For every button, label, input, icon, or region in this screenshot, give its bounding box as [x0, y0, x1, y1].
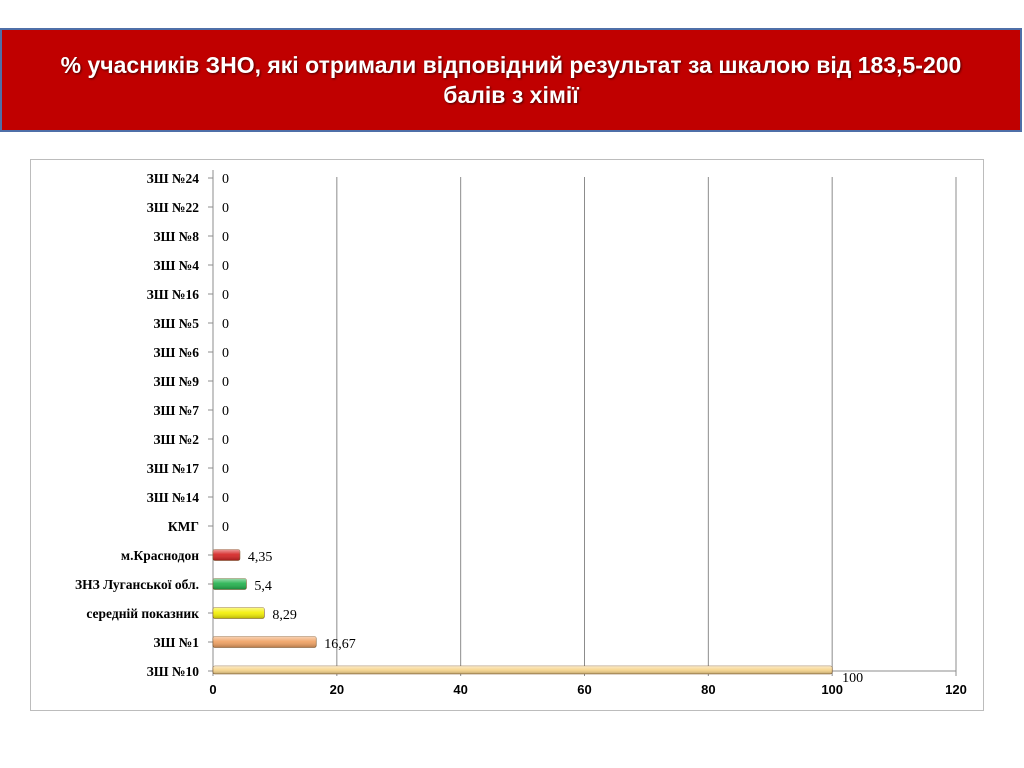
- x-tick-label: 120: [945, 682, 967, 697]
- category-label: середній показник: [86, 606, 199, 621]
- value-label: 100: [842, 671, 863, 686]
- value-label: 0: [222, 288, 229, 303]
- chart-frame: [30, 159, 984, 711]
- category-label: ЗШ №10: [147, 664, 200, 679]
- value-label: 0: [222, 520, 229, 535]
- value-label: 0: [222, 491, 229, 506]
- bar-highlight: [213, 636, 317, 648]
- value-label: 4,35: [248, 550, 273, 565]
- title-banner: % учасників ЗНО, які отримали відповідни…: [0, 28, 1022, 132]
- category-label: ЗШ №7: [153, 403, 199, 418]
- x-tick-label: 40: [453, 682, 467, 697]
- bar-highlight: [213, 549, 240, 561]
- category-label: ЗШ №5: [153, 316, 199, 331]
- x-tick-label: 0: [209, 682, 216, 697]
- category-label: ЗШ №16: [147, 287, 200, 302]
- value-label: 0: [222, 404, 229, 419]
- value-label: 0: [222, 462, 229, 477]
- x-tick-label: 20: [330, 682, 344, 697]
- value-label: 8,29: [272, 608, 297, 623]
- x-tick-label: 80: [701, 682, 715, 697]
- value-label: 0: [222, 346, 229, 361]
- category-label: ЗШ №2: [153, 432, 199, 447]
- category-label: ЗШ №14: [147, 490, 200, 505]
- value-label: 0: [222, 201, 229, 216]
- category-label: ЗШ №24: [147, 171, 200, 186]
- category-label: ЗШ №1: [153, 635, 199, 650]
- category-label: ЗШ №9: [153, 374, 199, 389]
- value-label: 0: [222, 230, 229, 245]
- category-label: ЗШ №6: [153, 345, 199, 360]
- x-tick-label: 100: [821, 682, 843, 697]
- category-label: ЗШ №4: [153, 258, 199, 273]
- category-label: КМГ: [168, 519, 199, 534]
- bar-highlight: [213, 607, 265, 619]
- category-label: ЗНЗ Луганської обл.: [75, 577, 199, 592]
- x-tick-label: 60: [577, 682, 591, 697]
- value-label: 0: [222, 433, 229, 448]
- category-label: ЗШ №17: [147, 461, 200, 476]
- category-label: м.Краснодон: [121, 548, 199, 563]
- bar-highlight: [213, 578, 247, 590]
- value-label: 0: [222, 317, 229, 332]
- value-label: 16,67: [324, 637, 356, 652]
- category-label: ЗШ №8: [153, 229, 199, 244]
- value-label: 0: [222, 259, 229, 274]
- value-label: 5,4: [254, 579, 272, 594]
- value-label: 0: [222, 172, 229, 187]
- value-label: 0: [222, 375, 229, 390]
- bar-highlight: [213, 666, 833, 674]
- category-label: ЗШ №22: [147, 200, 200, 215]
- chart-title: % учасників ЗНО, які отримали відповідни…: [60, 52, 962, 108]
